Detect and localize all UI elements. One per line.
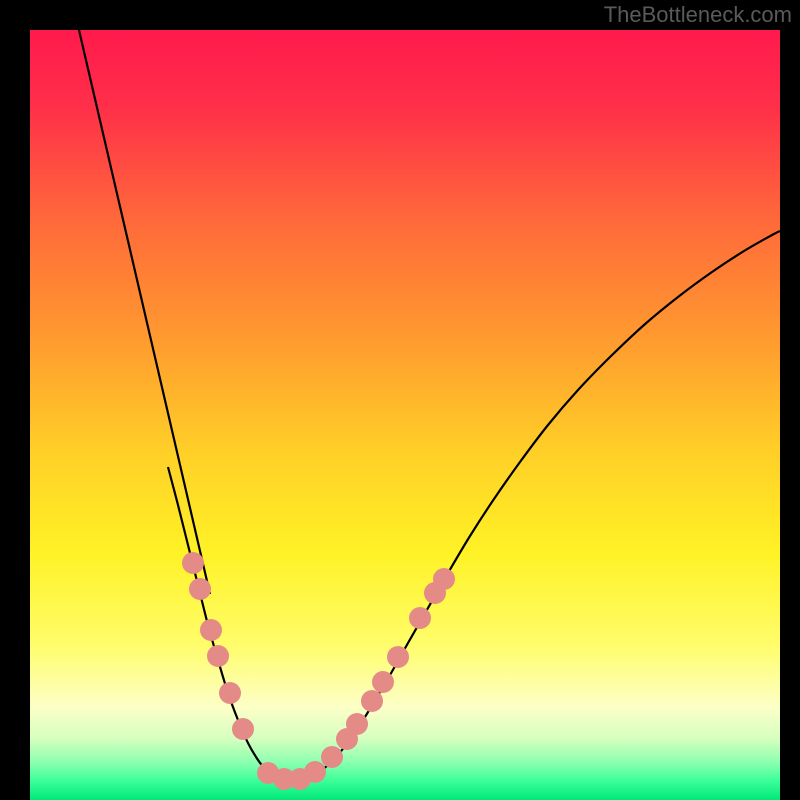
data-marker [232,718,254,740]
data-marker [304,761,326,783]
data-marker [182,552,204,574]
data-marker [361,690,383,712]
data-marker [321,746,343,768]
bottleneck-chart [0,0,800,800]
plot-background [30,30,780,800]
data-marker [200,619,222,641]
data-marker [387,646,409,668]
data-marker [372,671,394,693]
data-marker [409,607,431,629]
data-marker [433,568,455,590]
data-marker [346,713,368,735]
data-marker [207,645,229,667]
data-marker [219,682,241,704]
data-marker [189,578,211,600]
watermark-text: TheBottleneck.com [604,2,792,28]
